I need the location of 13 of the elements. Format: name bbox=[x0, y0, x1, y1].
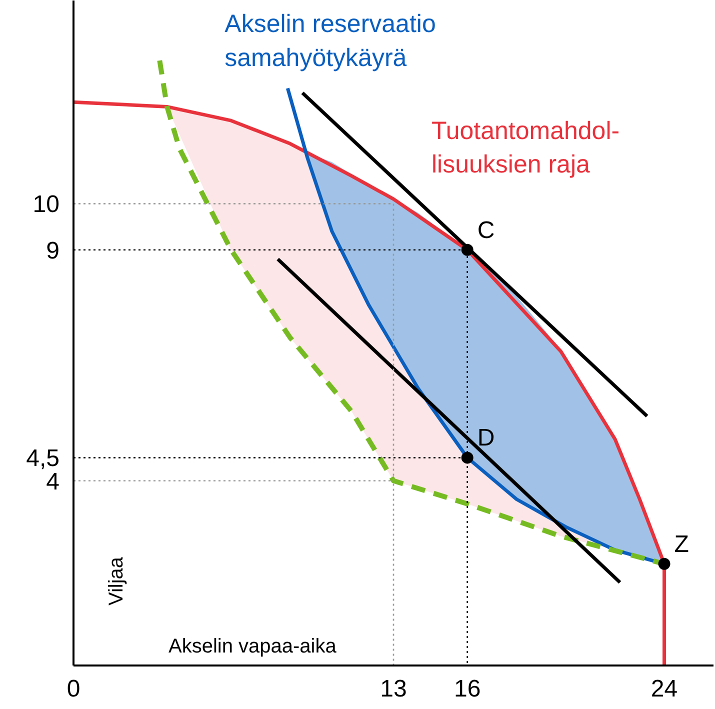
x-tick-label: 13 bbox=[380, 676, 407, 702]
x-tick-label: 16 bbox=[454, 676, 481, 702]
y-tick-label: 10 bbox=[32, 191, 60, 218]
text: Akselin reservaatio samahyötykäyrä bbox=[224, 10, 436, 72]
x-tick-label: 24 bbox=[650, 676, 678, 702]
data-label: Z bbox=[674, 530, 689, 558]
series-label: Tuotantomahdol- lisuuksien raja bbox=[432, 117, 620, 179]
data-label: D bbox=[477, 424, 495, 452]
x-axis-title: Akselin vapaa-aika bbox=[168, 636, 338, 658]
y-tick-label: 9 bbox=[46, 237, 60, 264]
y-axis-title: Viljaa bbox=[106, 556, 128, 606]
data-label: C bbox=[477, 216, 495, 244]
x-tick-label: 0 bbox=[66, 676, 80, 702]
